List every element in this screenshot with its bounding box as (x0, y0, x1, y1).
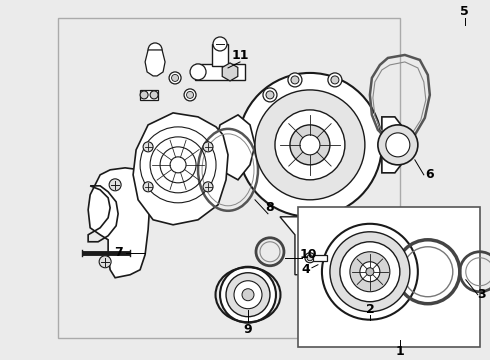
Circle shape (143, 142, 153, 152)
Circle shape (109, 179, 121, 191)
Circle shape (340, 242, 400, 302)
Circle shape (275, 110, 345, 180)
Polygon shape (222, 63, 238, 81)
Circle shape (266, 91, 274, 99)
Circle shape (378, 125, 418, 165)
Circle shape (172, 75, 178, 81)
Circle shape (203, 182, 213, 192)
Circle shape (350, 252, 390, 292)
Circle shape (140, 91, 148, 99)
Circle shape (99, 256, 111, 268)
Text: 10: 10 (299, 248, 317, 261)
Text: 3: 3 (477, 288, 486, 301)
Circle shape (143, 182, 153, 192)
Polygon shape (145, 50, 165, 76)
Polygon shape (88, 168, 150, 278)
Bar (313, 255, 327, 261)
Text: 4: 4 (301, 263, 310, 276)
Circle shape (305, 253, 315, 263)
Circle shape (290, 125, 330, 165)
Text: 11: 11 (231, 49, 249, 62)
Circle shape (203, 142, 213, 152)
Circle shape (184, 89, 196, 101)
Circle shape (288, 73, 302, 87)
Circle shape (322, 224, 418, 320)
Bar (58, 18, 400, 338)
Circle shape (213, 37, 227, 51)
Text: 9: 9 (244, 323, 252, 336)
Circle shape (238, 73, 382, 217)
Bar (195, 64, 245, 80)
Text: 6: 6 (425, 168, 434, 181)
Circle shape (330, 232, 410, 312)
Circle shape (234, 281, 262, 309)
Bar (140, 90, 158, 100)
Circle shape (242, 289, 254, 301)
Circle shape (366, 268, 374, 276)
Circle shape (300, 135, 320, 155)
Text: 7: 7 (114, 246, 122, 259)
Text: 2: 2 (366, 303, 374, 316)
Circle shape (148, 43, 162, 57)
Bar (298, 207, 480, 347)
Bar (212, 44, 228, 66)
Circle shape (291, 76, 299, 84)
Circle shape (187, 91, 194, 98)
Polygon shape (382, 117, 408, 173)
Circle shape (263, 88, 277, 102)
Circle shape (226, 273, 270, 317)
Polygon shape (280, 217, 340, 275)
Circle shape (169, 72, 181, 84)
Polygon shape (215, 115, 255, 180)
Circle shape (360, 262, 380, 282)
Text: 8: 8 (266, 201, 274, 214)
Text: 5: 5 (461, 5, 469, 18)
Circle shape (331, 76, 339, 84)
Circle shape (150, 91, 158, 99)
Polygon shape (133, 113, 228, 225)
Circle shape (307, 255, 313, 261)
Text: 1: 1 (395, 345, 404, 358)
Circle shape (190, 64, 206, 80)
Circle shape (220, 267, 276, 323)
Circle shape (255, 90, 365, 200)
Circle shape (386, 133, 410, 157)
Circle shape (328, 73, 342, 87)
